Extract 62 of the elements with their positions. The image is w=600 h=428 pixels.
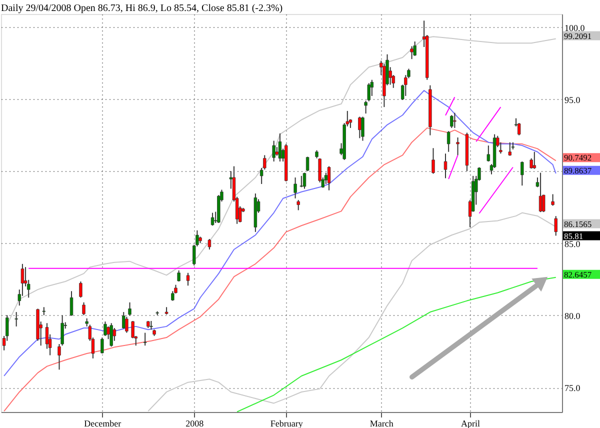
- candlestick: [413, 41, 416, 56]
- candlestick: [410, 46, 414, 60]
- chart-title: Daily 29/04/2008 Open 86.73, Hi 86.9, Lo 85.54, Close 85.81 (-2.3%): [1, 3, 283, 14]
- candlestick: [177, 270, 180, 282]
- candlestick: [104, 321, 107, 336]
- candlestick: [453, 112, 456, 128]
- candlestick: [520, 161, 524, 186]
- candlestick: [551, 194, 554, 206]
- data-label: 99.2091: [564, 30, 592, 41]
- candlestick: [450, 114, 454, 128]
- line-series: [4, 90, 556, 376]
- candlestick: [538, 172, 542, 213]
- x-tick-label: 2008: [186, 418, 204, 428]
- candlestick: [110, 322, 113, 348]
- line-series: [148, 212, 556, 412]
- candlestick: [300, 175, 304, 188]
- candlestick: [186, 272, 190, 286]
- line-series: [4, 127, 556, 412]
- data-label: 90.7492: [564, 152, 592, 163]
- candlestick: [361, 116, 364, 142]
- candlestick: [554, 216, 558, 236]
- x-tick-label: March: [370, 418, 394, 428]
- candlestick: [272, 140, 276, 162]
- data-label: 82.6457: [564, 269, 592, 280]
- data-label: 89.8637: [564, 165, 592, 176]
- candlestick: [499, 142, 502, 154]
- candlestick: [327, 166, 331, 191]
- x-tick-label: December: [84, 418, 122, 428]
- candlestick: [296, 199, 300, 211]
- candlestick: [302, 172, 306, 190]
- candlestick: [128, 302, 132, 316]
- y-tick-label: 75.0: [564, 383, 581, 394]
- candlestick: [125, 316, 128, 334]
- candlestick: [444, 153, 448, 179]
- candlestick: [82, 302, 86, 316]
- candlestick: [122, 312, 126, 330]
- candlestick: [486, 145, 490, 162]
- candlestick: [278, 132, 282, 162]
- candlestick: [294, 176, 297, 199]
- y-tick-label: 85.0: [564, 238, 581, 249]
- candlestick: [208, 238, 212, 250]
- text: 85.81: [564, 230, 584, 241]
- candlestick: [367, 82, 370, 102]
- candlestick: [456, 136, 460, 156]
- candlestick: [358, 116, 362, 139]
- y-tick-label: 80.0: [564, 310, 581, 321]
- candlestick: [143, 332, 147, 346]
- candlestick: [532, 151, 536, 170]
- candlestick: [517, 122, 521, 136]
- y-tick-label: 100.0: [564, 22, 586, 33]
- candlestick: [79, 280, 82, 298]
- candlestick: [306, 156, 310, 172]
- line-series: [236, 276, 556, 412]
- candlestick: [210, 212, 214, 226]
- candlestick: [100, 337, 104, 354]
- data-label: 86.1565: [564, 218, 592, 229]
- candlestick: [70, 290, 74, 316]
- candlestick: [14, 312, 18, 327]
- candlestick: [446, 130, 450, 152]
- candlestick: [432, 148, 435, 174]
- candlestick: [508, 142, 512, 156]
- y-tick-label: 95.0: [564, 94, 581, 105]
